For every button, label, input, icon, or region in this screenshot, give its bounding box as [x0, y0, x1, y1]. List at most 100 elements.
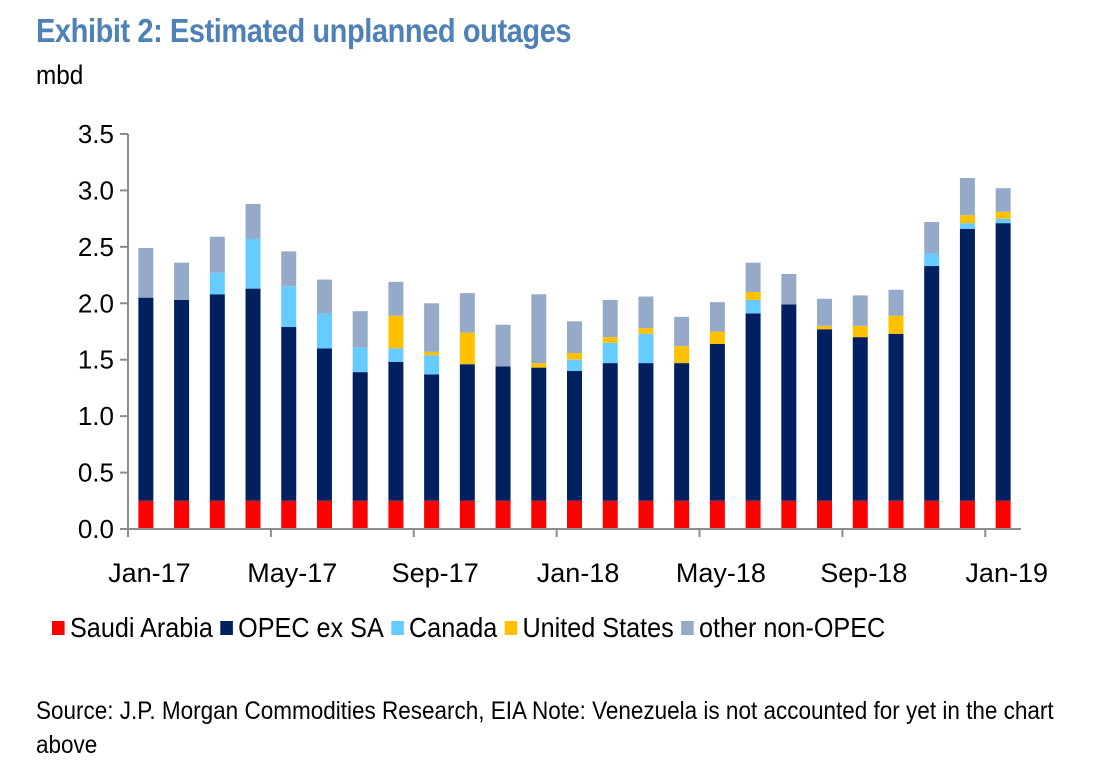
bar-segment-other-non-opec-nov-17 — [495, 324, 511, 367]
bar-segment-saudi-arabia-mar-17 — [209, 500, 225, 529]
bars-group — [138, 178, 1011, 529]
y-tick-label: 1.5 — [78, 345, 114, 375]
x-tick-label: Jan-17 — [108, 558, 191, 588]
bar-segment-saudi-arabia-nov-17 — [495, 500, 511, 529]
bar-segment-saudi-arabia-apr-17 — [245, 500, 261, 529]
bar-segment-opec-ex-sa-aug-17 — [388, 361, 404, 501]
bar-segment-canada-sep-17 — [424, 355, 440, 375]
bar-segment-canada-feb-18 — [602, 342, 618, 364]
bar-segment-saudi-arabia-dec-17 — [531, 500, 547, 529]
bar-segment-saudi-arabia-jul-17 — [352, 500, 368, 529]
bar-segment-united-states-jan-18 — [567, 352, 582, 360]
bar-segment-saudi-arabia-jan-19 — [995, 500, 1011, 529]
bar-segment-united-states-oct-17 — [459, 332, 475, 365]
bar-segment-other-non-opec-jul-18 — [781, 273, 797, 305]
bar-segment-other-non-opec-jan-17 — [138, 247, 154, 298]
legend-item: Saudi Arabia — [52, 612, 213, 644]
bar-segment-other-non-opec-may-17 — [281, 251, 297, 287]
legend-swatch — [680, 621, 694, 635]
legend-item: other non-OPEC — [680, 612, 886, 644]
bar-segment-opec-ex-sa-aug-18 — [817, 329, 833, 501]
bar-segment-canada-jun-18 — [745, 299, 761, 314]
bar-segment-opec-ex-sa-jan-19 — [995, 223, 1011, 501]
bar-segment-canada-may-17 — [281, 286, 297, 327]
bar-segment-saudi-arabia-jun-17 — [316, 500, 332, 529]
legend-label: other non-OPEC — [698, 612, 886, 643]
bar-segment-saudi-arabia-dec-18 — [959, 500, 975, 529]
bar-segment-other-non-opec-oct-17 — [459, 293, 475, 333]
bar-segment-other-non-opec-apr-17 — [245, 203, 261, 239]
bar-segment-other-non-opec-sep-18 — [852, 295, 868, 326]
bar-segment-saudi-arabia-sep-18 — [852, 500, 868, 529]
bar-segment-saudi-arabia-oct-18 — [888, 500, 904, 529]
bar-segment-other-non-opec-mar-17 — [209, 236, 225, 273]
axes-group: 0.0 0.5 1.0 1.5 2.0 2.5 3.0 3.5 Jan-17 May-17 Sep-… — [78, 119, 1048, 588]
bar-segment-opec-ex-sa-sep-17 — [424, 374, 440, 501]
bar-segment-saudi-arabia-aug-18 — [817, 500, 833, 529]
bar-segment-other-non-opec-jan-18 — [567, 321, 582, 353]
bar-segment-united-states-aug-18 — [817, 325, 833, 330]
bar-segment-other-non-opec-jan-19 — [995, 188, 1011, 212]
bar-segment-canada-jan-19 — [995, 218, 1011, 224]
bar-segment-canada-mar-17 — [209, 272, 225, 295]
source-note: Source: J.P. Morgan Commodities Research… — [36, 697, 1054, 759]
bar-segment-saudi-arabia-feb-17 — [174, 500, 190, 529]
x-tick-label: Jan-18 — [537, 558, 620, 588]
bar-segment-other-non-opec-jun-18 — [745, 262, 761, 292]
bar-segment-opec-ex-sa-dec-18 — [959, 228, 975, 501]
bar-segment-opec-ex-sa-may-17 — [281, 326, 297, 501]
bar-segment-united-states-jun-18 — [745, 292, 761, 300]
bar-segment-united-states-jan-19 — [995, 211, 1011, 219]
x-tick-label: Sep-17 — [392, 558, 479, 588]
bar-segment-opec-ex-sa-mar-18 — [638, 363, 654, 501]
bar-segment-united-states-sep-18 — [852, 325, 868, 338]
bar-segment-other-non-opec-feb-17 — [174, 262, 190, 300]
bar-segment-opec-ex-sa-sep-18 — [852, 337, 868, 501]
bar-segment-opec-ex-sa-jul-17 — [352, 372, 368, 501]
legend-label: Saudi Arabia — [70, 612, 213, 643]
bar-segment-opec-ex-sa-jul-18 — [781, 304, 797, 501]
bar-segment-united-states-apr-18 — [674, 346, 690, 364]
chart-title: Exhibit 2: Estimated unplanned outages — [36, 12, 572, 49]
bar-segment-opec-ex-sa-may-18 — [709, 343, 725, 501]
bar-segment-opec-ex-sa-apr-18 — [674, 363, 690, 501]
y-tick-label: 2.5 — [78, 232, 114, 262]
bar-segment-other-non-opec-apr-18 — [674, 316, 690, 347]
bar-segment-opec-ex-sa-feb-17 — [174, 299, 190, 501]
bar-segment-canada-aug-17 — [388, 348, 404, 362]
bar-segment-other-non-opec-feb-18 — [602, 299, 618, 338]
y-tick-label: 3.0 — [78, 175, 114, 205]
bar-segment-opec-ex-sa-jan-17 — [138, 297, 154, 501]
bar-segment-canada-apr-17 — [245, 238, 261, 289]
bar-segment-other-non-opec-jul-17 — [352, 311, 368, 348]
x-tick-label: Sep-18 — [820, 558, 907, 588]
bar-segment-other-non-opec-nov-18 — [924, 222, 940, 254]
bar-segment-saudi-arabia-apr-18 — [674, 500, 690, 529]
bar-segment-canada-jun-17 — [316, 313, 332, 349]
bar-segment-opec-ex-sa-nov-18 — [924, 266, 940, 501]
bar-segment-opec-ex-sa-mar-17 — [209, 294, 225, 501]
bar-segment-united-states-dec-18 — [959, 215, 975, 224]
legend-swatch — [220, 621, 233, 635]
bar-segment-united-states-dec-17 — [531, 363, 547, 368]
bar-segment-opec-ex-sa-feb-18 — [602, 363, 618, 501]
legend-swatch — [52, 621, 65, 635]
bar-segment-other-non-opec-may-18 — [709, 302, 725, 332]
legend-label: OPEC ex SA — [238, 612, 384, 643]
bar-segment-saudi-arabia-aug-17 — [388, 500, 404, 529]
legend: Saudi Arabia OPEC ex SA Canada United State… — [52, 612, 892, 644]
bar-segment-canada-nov-18 — [924, 253, 940, 267]
y-tick-label: 2.0 — [78, 288, 114, 318]
bar-segment-saudi-arabia-oct-17 — [459, 500, 475, 529]
bar-segment-canada-jan-18 — [567, 359, 582, 371]
legend-swatch — [504, 621, 518, 635]
x-tick-label: May-18 — [676, 558, 766, 588]
bar-segment-united-states-mar-18 — [638, 328, 654, 334]
y-tick-label: 0.0 — [78, 514, 114, 544]
bar-segment-saudi-arabia-jul-18 — [781, 500, 797, 529]
bar-segment-saudi-arabia-feb-18 — [602, 500, 618, 529]
bar-segment-other-non-opec-aug-18 — [817, 298, 833, 326]
bar-segment-opec-ex-sa-dec-17 — [531, 367, 547, 501]
bar-segment-opec-ex-sa-oct-18 — [888, 333, 904, 501]
bar-segment-saudi-arabia-mar-18 — [638, 500, 654, 529]
